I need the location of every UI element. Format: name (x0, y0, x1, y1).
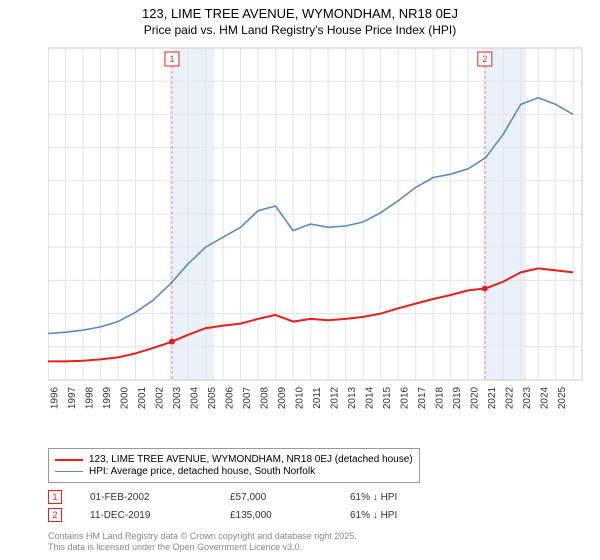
x-tick-label: 2009 (277, 386, 288, 409)
x-tick-label: 2002 (155, 386, 166, 409)
x-tick-label: 2003 (172, 386, 183, 409)
x-tick-label: 2015 (382, 386, 393, 409)
x-tick-label: 2025 (557, 386, 568, 409)
marker-pct: 61% ↓ HPI (350, 510, 470, 521)
x-tick-label: 2018 (435, 386, 446, 409)
marker-flag-num: 2 (482, 54, 487, 64)
marker-flag-num: 1 (169, 54, 174, 64)
x-tick-label: 2001 (137, 386, 148, 409)
footer-line2: This data is licensed under the Open Gov… (48, 542, 357, 554)
marker-date: 01-FEB-2002 (90, 492, 230, 503)
marker-row: 2 11-DEC-2019£135,00061% ↓ HPI (48, 508, 470, 522)
marker-table: 1 01-FEB-2002£57,00061% ↓ HPI 2 11-DEC-2019… (48, 490, 470, 526)
x-tick-label: 1999 (102, 386, 113, 409)
x-tick-label: 2016 (400, 386, 411, 409)
x-tick-label: 2023 (522, 386, 533, 409)
x-tick-label: 1998 (85, 386, 96, 409)
legend-item: 123, LIME TREE AVENUE, WYMONDHAM, NR18 0… (55, 454, 413, 465)
chart: £0£50K£100K£150K£200K£250K£300K£350K£400… (48, 44, 588, 414)
x-tick-label: 2024 (540, 386, 551, 409)
marker-price: £57,000 (230, 492, 350, 503)
x-tick-label: 2007 (242, 386, 253, 409)
footer: Contains HM Land Registry data © Crown c… (48, 531, 357, 554)
x-tick-label: 1997 (67, 386, 78, 409)
x-tick-label: 2011 (312, 387, 323, 409)
marker-num-box: 1 (48, 490, 62, 504)
x-tick-label: 2008 (260, 386, 271, 409)
marker-price: £135,000 (230, 510, 350, 521)
x-tick-label: 2020 (470, 386, 481, 409)
x-tick-label: 2022 (505, 386, 516, 409)
legend-swatch (55, 459, 83, 461)
legend-swatch (55, 471, 83, 472)
x-tick-label: 2004 (190, 386, 201, 409)
marker-date: 11-DEC-2019 (90, 510, 230, 521)
x-tick-label: 2000 (120, 386, 131, 409)
x-tick-label: 2014 (365, 386, 376, 409)
legend: 123, LIME TREE AVENUE, WYMONDHAM, NR18 0… (48, 448, 420, 483)
x-tick-label: 2017 (417, 386, 428, 409)
chart-subtitle: Price paid vs. HM Land Registry's House … (0, 23, 600, 37)
marker-row: 1 01-FEB-2002£57,00061% ↓ HPI (48, 490, 470, 504)
legend-label: 123, LIME TREE AVENUE, WYMONDHAM, NR18 0… (89, 454, 413, 465)
x-tick-label: 2019 (452, 386, 463, 409)
x-tick-label: 2010 (295, 386, 306, 409)
chart-svg: £0£50K£100K£150K£200K£250K£300K£350K£400… (48, 44, 588, 414)
x-tick-label: 2021 (487, 386, 498, 409)
x-tick-label: 2013 (347, 386, 358, 409)
marker-num-box: 2 (48, 508, 62, 522)
x-tick-label: 1996 (50, 386, 61, 409)
footer-line1: Contains HM Land Registry data © Crown c… (48, 531, 357, 543)
x-tick-label: 2012 (330, 386, 341, 409)
legend-item: HPI: Average price, detached house, Sout… (55, 466, 413, 477)
marker-pct: 61% ↓ HPI (350, 492, 470, 503)
legend-label: HPI: Average price, detached house, Sout… (89, 466, 315, 477)
x-tick-label: 2006 (225, 386, 236, 409)
x-tick-label: 2005 (207, 386, 218, 409)
chart-title: 123, LIME TREE AVENUE, WYMONDHAM, NR18 0… (0, 6, 600, 21)
